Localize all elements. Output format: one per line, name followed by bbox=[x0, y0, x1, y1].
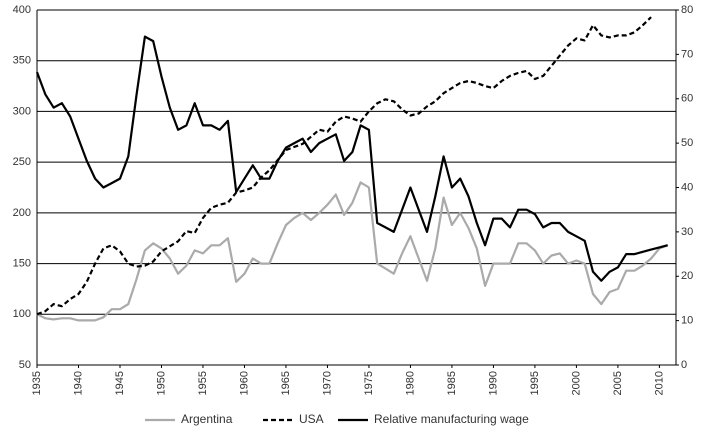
x-tick-label: 1940 bbox=[72, 371, 84, 395]
x-tick-label: 1980 bbox=[404, 371, 416, 395]
legend-label: Relative manufacturing wage bbox=[374, 412, 529, 426]
y2-tick-label: 20 bbox=[681, 270, 693, 282]
y-tick-label: 350 bbox=[13, 55, 31, 67]
y2-tick-label: 80 bbox=[681, 4, 693, 16]
y-tick-label: 150 bbox=[13, 257, 31, 269]
series-line bbox=[35, 35, 668, 282]
y2-tick-label: 0 bbox=[681, 359, 687, 371]
y-tick-label: 200 bbox=[13, 207, 31, 219]
x-tick-label: 1965 bbox=[280, 371, 292, 395]
y2-tick-label: 40 bbox=[681, 181, 693, 193]
x-tick-label: 1975 bbox=[363, 371, 375, 395]
y-tick-label: 400 bbox=[13, 4, 31, 16]
series-line bbox=[36, 181, 669, 322]
y-tick-label: 250 bbox=[13, 156, 31, 168]
x-tick-label: 1935 bbox=[31, 371, 43, 395]
y2-tick-label: 10 bbox=[681, 315, 693, 327]
legend-label: Argentina bbox=[181, 412, 233, 426]
x-tick-label: 1945 bbox=[114, 371, 126, 395]
y-tick-label: 100 bbox=[13, 308, 31, 320]
y2-tick-label: 30 bbox=[681, 226, 693, 238]
x-tick-label: 1995 bbox=[529, 371, 541, 395]
y-tick-label: 50 bbox=[19, 359, 31, 371]
y2-tick-label: 50 bbox=[681, 137, 693, 149]
y2-tick-label: 70 bbox=[681, 48, 693, 60]
y-tick-label: 300 bbox=[13, 105, 31, 117]
x-tick-label: 1960 bbox=[238, 371, 250, 395]
x-tick-label: 1955 bbox=[197, 371, 209, 395]
x-tick-label: 1970 bbox=[321, 371, 333, 395]
y2-tick-label: 60 bbox=[681, 93, 693, 105]
series-line bbox=[36, 16, 652, 316]
x-tick-label: 1985 bbox=[446, 371, 458, 395]
x-tick-label: 1990 bbox=[487, 371, 499, 395]
x-tick-label: 2005 bbox=[612, 371, 624, 395]
x-tick-label: 1950 bbox=[155, 371, 167, 395]
legend-label: USA bbox=[299, 412, 324, 426]
x-tick-label: 2000 bbox=[570, 371, 582, 395]
x-tick-label: 2010 bbox=[653, 371, 665, 395]
